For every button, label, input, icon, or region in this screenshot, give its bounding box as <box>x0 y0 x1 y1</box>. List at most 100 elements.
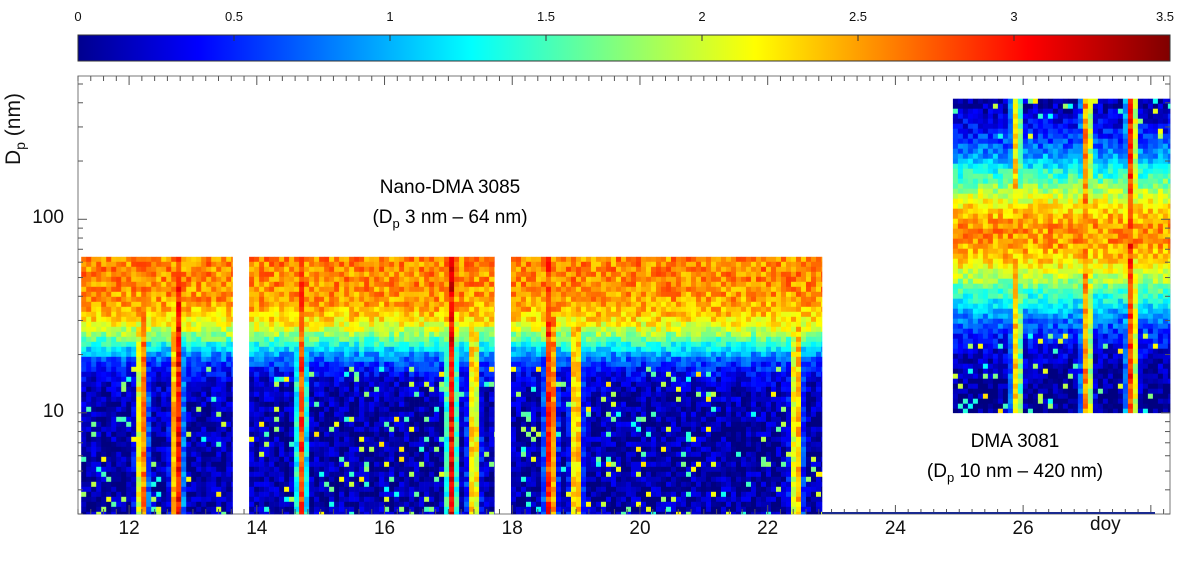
heatmap-cell <box>339 461 345 468</box>
heatmap-cell <box>439 351 445 358</box>
heatmap-cell <box>536 381 542 388</box>
heatmap-cell <box>324 461 330 468</box>
heatmap-cell <box>434 271 440 278</box>
heatmap-cell <box>96 281 102 288</box>
heatmap-cell <box>324 416 330 423</box>
heatmap-cell <box>146 306 152 313</box>
heatmap-cell <box>571 301 577 308</box>
heatmap-cell <box>131 271 137 278</box>
heatmap-cell <box>319 436 325 443</box>
heatmap-cell <box>294 416 300 423</box>
heatmap-cell <box>249 481 255 488</box>
heatmap-cell <box>126 456 132 463</box>
heatmap-cell <box>279 346 285 353</box>
heatmap-cell <box>91 256 97 263</box>
heatmap-cell <box>389 286 395 293</box>
heatmap-cell <box>211 371 217 378</box>
heatmap-cell <box>359 471 365 478</box>
heatmap-cell <box>156 436 162 443</box>
heatmap-cell <box>344 331 350 338</box>
heatmap-cell <box>369 416 375 423</box>
heatmap-cell <box>409 496 415 503</box>
heatmap-cell <box>284 491 290 498</box>
heatmap-cell <box>489 276 495 283</box>
heatmap-cell <box>479 401 485 408</box>
heatmap-cell <box>364 496 370 503</box>
heatmap-cell <box>526 281 532 288</box>
heatmap-cell <box>469 256 475 263</box>
heatmap-cell <box>324 281 330 288</box>
heatmap-cell <box>334 401 340 408</box>
heatmap-cell <box>196 376 202 383</box>
heatmap-cell <box>249 386 255 393</box>
heatmap-cell <box>181 411 187 418</box>
heatmap-cell <box>424 336 430 343</box>
heatmap-cell <box>206 446 212 453</box>
heatmap-cell <box>269 256 275 263</box>
heatmap-cell <box>299 361 305 368</box>
heatmap-cell <box>434 341 440 348</box>
heatmap-cell <box>389 431 395 438</box>
heatmap-cell <box>354 346 360 353</box>
heatmap-cell <box>186 386 192 393</box>
heatmap-cell <box>186 496 192 503</box>
heatmap-cell <box>459 301 465 308</box>
heatmap-cell <box>121 506 127 513</box>
heatmap-cell <box>334 336 340 343</box>
heatmap-cell <box>526 261 532 268</box>
heatmap-cell <box>294 406 300 413</box>
heatmap-cell <box>536 501 542 508</box>
heatmap-cell <box>384 351 390 358</box>
heatmap-cell <box>526 451 532 458</box>
heatmap-cell <box>121 446 127 453</box>
heatmap-cell <box>206 381 212 388</box>
heatmap-cell <box>259 441 265 448</box>
heatmap-cell <box>126 291 132 298</box>
heatmap-cell <box>279 326 285 333</box>
heatmap-cell <box>294 436 300 443</box>
heatmap-cell <box>374 271 380 278</box>
heatmap-cell <box>329 511 335 515</box>
heatmap-cell <box>324 341 330 348</box>
heatmap-cell <box>429 331 435 338</box>
heatmap-cell <box>404 446 410 453</box>
heatmap-cell <box>536 421 542 428</box>
heatmap-cell <box>484 321 490 328</box>
heatmap-cell <box>344 301 350 308</box>
heatmap-cell <box>379 506 385 513</box>
heatmap-cell <box>171 291 177 298</box>
heatmap-cell <box>211 301 217 308</box>
heatmap-cell <box>414 296 420 303</box>
heatmap-cell <box>231 271 233 278</box>
heatmap-cell <box>359 266 365 273</box>
heatmap-cell <box>226 481 232 488</box>
heatmap-cell <box>136 391 142 398</box>
heatmap-cell <box>439 356 445 363</box>
heatmap-cell <box>314 346 320 353</box>
heatmap-cell <box>314 296 320 303</box>
heatmap-cell <box>284 451 290 458</box>
heatmap-cell <box>479 331 485 338</box>
heatmap-cell <box>259 461 265 468</box>
heatmap-cell <box>581 276 587 283</box>
heatmap-cell <box>106 511 112 515</box>
heatmap-cell <box>329 376 335 383</box>
heatmap-cell <box>464 511 470 515</box>
heatmap-cell <box>556 476 562 483</box>
heatmap-cell <box>151 266 157 273</box>
heatmap-cell <box>279 461 285 468</box>
heatmap-cell <box>294 421 300 428</box>
heatmap-cell <box>474 426 480 433</box>
heatmap-cell <box>166 391 172 398</box>
heatmap-cell <box>106 476 112 483</box>
heatmap-cell <box>561 401 567 408</box>
heatmap-cell <box>121 421 127 428</box>
heatmap-cell <box>546 271 552 278</box>
heatmap-cell <box>349 306 355 313</box>
heatmap-cell <box>484 361 490 368</box>
heatmap-cell <box>581 386 587 393</box>
heatmap-cell <box>374 296 380 303</box>
heatmap-cell <box>131 336 137 343</box>
heatmap-cell <box>181 276 187 283</box>
heatmap-cell <box>429 396 435 403</box>
